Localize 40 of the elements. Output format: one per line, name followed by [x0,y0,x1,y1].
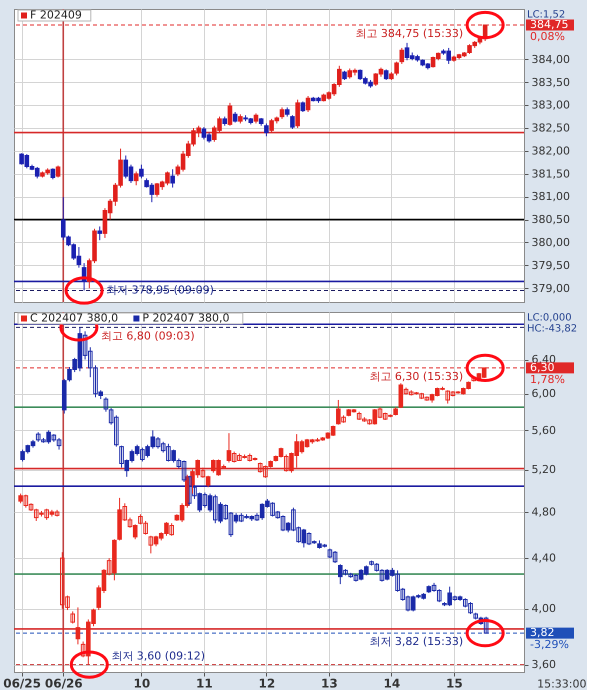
annotation: 최고 6,80 (09:03) [100,329,195,342]
y-tick-label: 381,00 [532,190,570,204]
x-tick-label: 15 [446,676,463,690]
y-tick-label: 379,50 [532,258,570,272]
y-tick-label: 382,50 [532,122,570,135]
y-tick-label: 384,00 [532,52,570,66]
y-tick-label: 382,00 [532,144,570,158]
legend-label: P 202407 380,0 [142,312,230,324]
y-tick-label: 4,80 [532,506,556,519]
annotation: 최저 3,82 (15:33) [369,635,464,648]
y-tick-label: 5,20 [532,463,556,476]
y-tick-label: 3,60 [532,658,556,672]
annotation: 최고 384,75 (15:33) [355,27,464,40]
y-tick-label: 4,40 [532,552,556,565]
text: LC:0,000 [527,312,572,324]
annotation: 최고 6,30 (15:33) [369,370,464,383]
annotation: 최저 3,60 (09:12) [111,650,206,663]
x-tick-label: 11 [196,676,213,690]
x-tick-label: 06/25 [3,676,41,690]
x-tick-label: 12 [258,676,276,690]
x-tick-label: 10 [134,676,150,690]
text: HC:-43,82 [527,324,578,334]
y-tick-label: 5,60 [532,424,556,437]
x-tick-label: 06/26 [44,676,83,690]
legend-label: C 202407 380,0 [30,312,118,324]
x-axis-title: 15:33:00 [537,678,586,690]
y-tick-label: 380,50 [532,213,570,226]
ref-line-label: 384,75 0,08% [530,18,568,44]
ref-line-label: 3,82 -3,29% [530,626,569,652]
text: LC:1,52 [527,10,566,20]
y-tick-label: 383,50 [532,76,570,89]
y-tick-label: 4,00 [532,602,556,616]
y-tick-label: 381,50 [532,167,570,180]
x-tick-label: 14 [384,676,400,690]
y-tick-label: 379,00 [532,282,570,295]
legend-label: F 202409 [30,8,82,22]
x-tick-label: 13 [321,676,338,690]
y-tick-label: 6,00 [532,387,556,400]
y-tick-label: 380,00 [532,236,570,249]
y-tick-label: 383,00 [532,98,570,112]
